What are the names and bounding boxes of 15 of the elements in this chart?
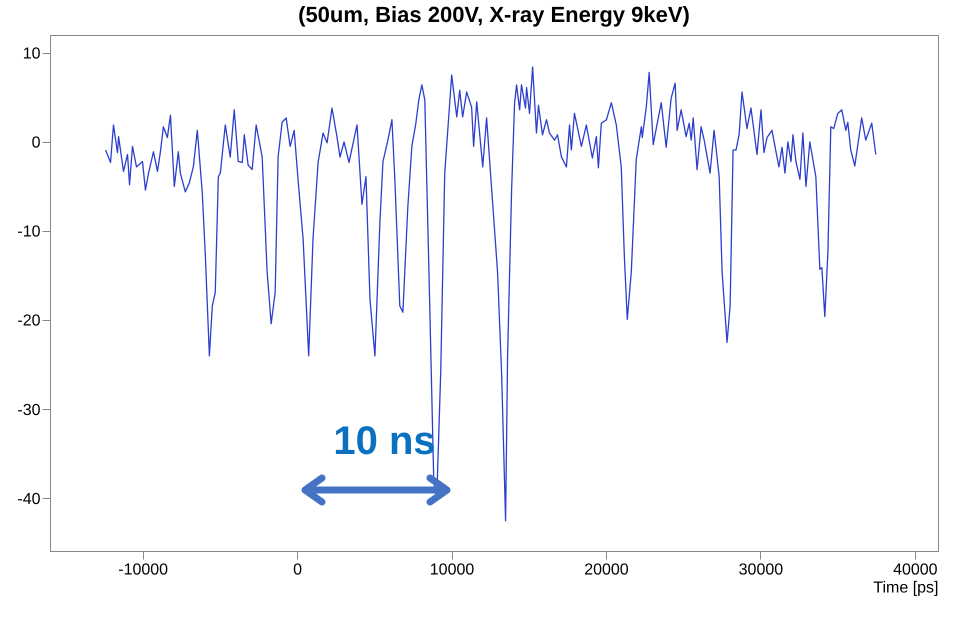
x-tick-label: 40000 xyxy=(893,562,938,578)
x-tick-label: 20000 xyxy=(584,562,629,578)
chart-title: (50um, Bias 200V, X-ray Energy 9keV) xyxy=(298,2,690,27)
line-series xyxy=(104,66,876,522)
y-tick-label: -10 xyxy=(17,224,41,241)
x-tick-label: -10000 xyxy=(118,562,168,578)
y-tick-label: -30 xyxy=(17,402,41,419)
y-tick-label: 10 xyxy=(22,45,41,62)
x-tick-label: 10000 xyxy=(430,562,474,578)
x-tick-label: 0 xyxy=(293,562,302,578)
x-tick-label: 30000 xyxy=(738,562,784,578)
y-tick-label: -20 xyxy=(17,312,41,330)
y-tick-label: -40 xyxy=(17,490,41,508)
x-axis-title: Time [ps] xyxy=(873,580,938,596)
y-tick-label: 0 xyxy=(32,134,41,152)
